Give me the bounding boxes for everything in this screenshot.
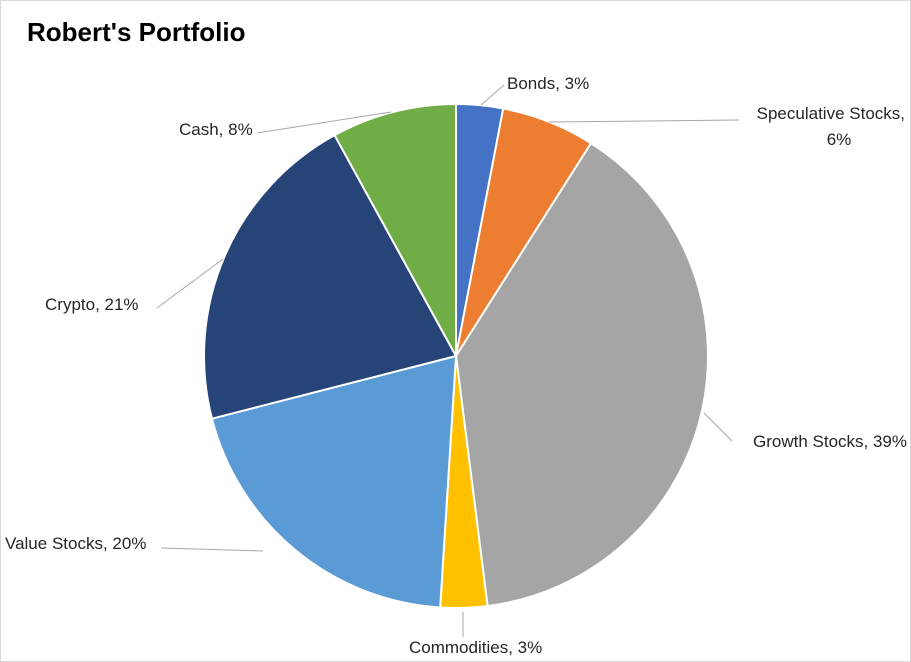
leader-line (160, 547, 264, 552)
data-label-cash: Cash, 8% (179, 120, 253, 139)
leader-line (156, 258, 224, 309)
pie-slice-cash (333, 102, 457, 357)
data-label-bonds: Bonds, 3% (507, 74, 589, 93)
data-label-commodities: Commodities, 3% (409, 638, 542, 657)
data-label-speculative-stocks: Speculative Stocks, 6% (757, 104, 905, 149)
pie-slice-crypto (203, 133, 458, 420)
pie-slice-growth-stocks (454, 141, 709, 608)
chart-title: Robert's Portfolio (27, 17, 246, 47)
leader-line (256, 111, 392, 134)
data-label-crypto: Crypto, 21% (45, 295, 139, 314)
data-label-value-stocks: Value Stocks, 20% (5, 534, 146, 553)
leader-line (548, 119, 740, 123)
leader-lines (156, 84, 740, 637)
leader-line (703, 412, 733, 442)
data-labels: Bonds, 3% Speculative Stocks, 6% Growth Sto… (5, 74, 907, 657)
data-label-growth-stocks: Growth Stocks, 39% (753, 432, 907, 451)
leader-line (480, 84, 505, 106)
pie-slice-value-stocks (210, 354, 458, 609)
pie-slices (203, 102, 709, 609)
